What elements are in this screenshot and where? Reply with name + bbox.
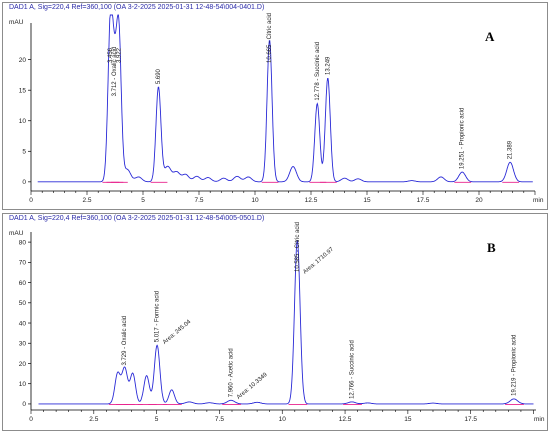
x-tick-label: 15 [404,416,412,423]
signal-header: DAD1 A, Sig=220,4 Ref=360,100 (OA 3-2-20… [9,4,265,11]
peak-label: 12.778 - Succinic acid [315,42,321,101]
peak-label: 3.456 [108,47,114,63]
peak-label: 13.249 [325,56,331,75]
x-tick-label: 12.5 [305,197,318,204]
y-tick-label: 60 [19,280,27,287]
chart-area: 0 5 10 15 20 0 2.5 5 7.5 10 12.5 15 17.5 20 min 3.4563.… [19,13,544,204]
chromatogram-b-plot: 0 10 20 30 40 50 60 70 80 0 2.5 5 7.5 10 12.5 15 17.5 min… [19,222,545,423]
x-tick-label: 10 [279,416,287,423]
peak-label: 3.922 [116,47,122,63]
y-unit-label: mAU [9,230,24,237]
x-tick-label: 7.5 [215,416,224,423]
signal-header: DAD1 A, Sig=220,4 Ref=360,100 (OA 3-2-20… [9,215,265,222]
y-tick-label: 80 [19,239,27,246]
peak-label: 7.960 - Acetic acid [228,348,234,397]
signal-trace [37,14,533,183]
chromatogram-panel-a: 0 5 10 15 20 0 2.5 5 7.5 10 12.5 15 17.5 20 min 3.456 3.… [2,2,548,210]
y-tick-label: 40 [19,320,27,327]
x-tick-label: 17.5 [464,416,477,423]
x-tick-label: 5 [141,197,145,204]
x-unit-label: min [533,197,544,204]
peak-label: 3.712 - Oxalic acid [112,47,118,97]
y-unit-label: mAU [9,19,24,26]
x-tick-label: 2.5 [82,197,91,204]
x-tick-label: 10 [251,197,259,204]
x-tick-label: 5 [155,416,159,423]
x-tick-label: 15 [363,197,371,204]
y-tick-label: 30 [19,341,27,348]
peak-label: 5.690 [156,68,162,84]
panel-label: B [487,240,496,255]
peak-label: 12.766 - Succinic acid [349,340,355,399]
y-tick-label: 10 [19,381,27,388]
x-tick-label: 7.5 [194,197,203,204]
chromatogram-panel-b: 0 10 20 30 40 50 60 70 80 0 2.5 5 7.5 10 12.5 15 17.5 min… [2,213,548,431]
x-tick-label: 17.5 [417,197,430,204]
panel-label: A [485,29,495,44]
peak-area-label: Area: 245.04 [162,319,193,346]
peak-label: 10.585 - Citric acid [295,222,301,272]
x-tick-label: 0 [29,416,33,423]
y-tick-label: 70 [19,260,27,267]
y-tick-label: 20 [19,361,27,368]
peak-label: 5.017 - Formic acid [155,291,161,342]
y-tick-label: 0 [22,179,26,186]
peak-label: 21.389 [508,140,514,159]
peak-label: 19.251 - Propionic acid [460,108,466,169]
peak-label: 3.729 - Oxalic acid [122,316,128,366]
chromatogram-a-plot: 0 5 10 15 20 0 2.5 5 7.5 10 12.5 15 17.5 20 min 3.4563.… [19,13,544,204]
chart-area: 0 10 20 30 40 50 60 70 80 0 2.5 5 7.5 10 12.5 15 17.5 min… [19,222,545,423]
x-tick-label: 0 [29,197,33,204]
x-tick-label: 12.5 [339,416,352,423]
y-tick-label: 10 [19,118,27,125]
signal-trace [38,240,534,405]
peak-area-label: Area: 10.3349 [236,372,269,401]
x-tick-label: 20 [475,197,483,204]
peak-label: 10.665 - Citric acid [267,13,273,63]
x-tick-label: 2.5 [89,416,98,423]
y-tick-label: 50 [19,300,27,307]
y-tick-label: 15 [19,88,27,95]
x-unit-label: min [534,416,545,423]
y-tick-label: 5 [22,149,26,156]
peak-area-label: Area: 1710.97 [302,246,335,275]
peak-label: 19.219 - Propionic acid [511,335,517,396]
y-tick-label: 0 [22,401,26,408]
y-tick-label: 20 [19,57,27,64]
